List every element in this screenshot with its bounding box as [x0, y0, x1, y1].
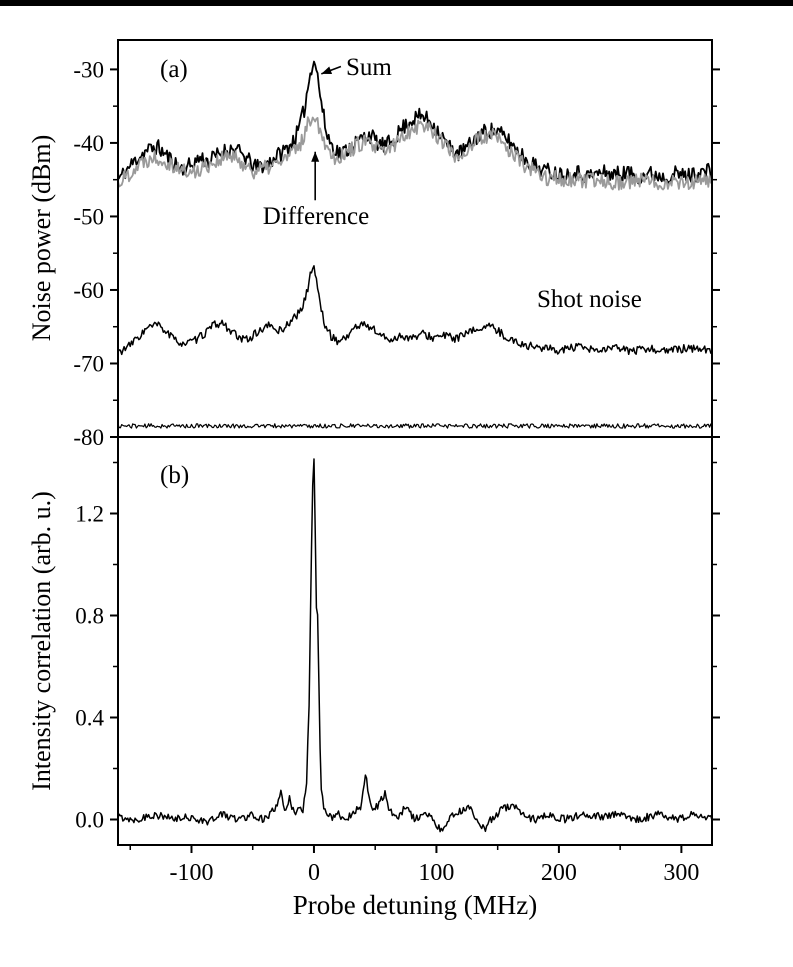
top-rule: [0, 0, 793, 6]
svg-text:-100: -100: [169, 860, 213, 886]
svg-text:-80: -80: [73, 425, 104, 450]
svg-text:-30: -30: [73, 57, 104, 82]
svg-text:-70: -70: [73, 351, 104, 376]
svg-text:-60: -60: [73, 278, 104, 303]
svg-text:0.8: 0.8: [75, 604, 104, 629]
svg-text:0.4: 0.4: [75, 706, 104, 731]
svg-text:1.2: 1.2: [75, 502, 104, 527]
svg-text:0: 0: [308, 860, 320, 886]
svg-text:-50: -50: [73, 204, 104, 229]
svg-text:100: 100: [418, 860, 454, 886]
svg-text:200: 200: [541, 860, 577, 886]
svg-text:-40: -40: [73, 131, 104, 156]
svg-text:300: 300: [663, 860, 699, 886]
svg-text:0.0: 0.0: [75, 808, 104, 833]
